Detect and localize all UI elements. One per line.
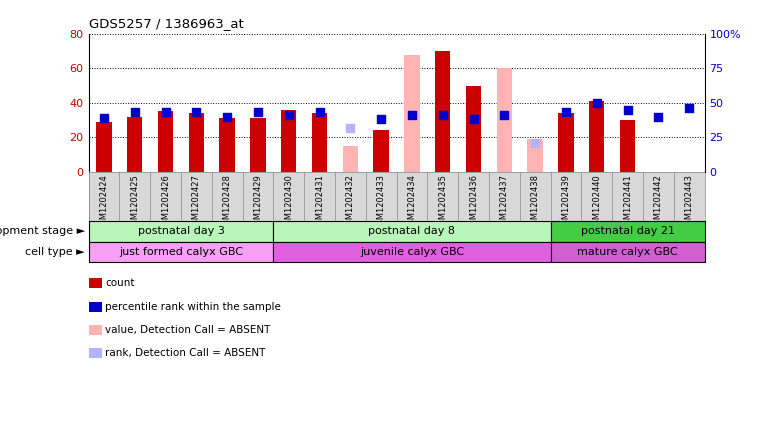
Bar	[189, 113, 204, 172]
Point	[560, 109, 572, 116]
Point	[375, 116, 387, 123]
Text: count: count	[105, 278, 135, 288]
Point	[159, 109, 172, 116]
Text: GSM1202428: GSM1202428	[223, 174, 232, 230]
Text: GSM1202434: GSM1202434	[407, 174, 417, 230]
Text: GSM1202438: GSM1202438	[531, 174, 540, 230]
Text: mature calyx GBC: mature calyx GBC	[578, 247, 678, 257]
Bar	[343, 146, 358, 172]
Text: postnatal day 8: postnatal day 8	[369, 226, 455, 236]
Bar	[551, 242, 705, 262]
Point	[498, 112, 511, 118]
Text: GSM1202435: GSM1202435	[438, 174, 447, 230]
Text: GSM1202441: GSM1202441	[623, 174, 632, 230]
Point	[652, 113, 665, 120]
Text: GDS5257 / 1386963_at: GDS5257 / 1386963_at	[89, 17, 243, 30]
Text: GSM1202442: GSM1202442	[654, 174, 663, 230]
Text: GSM1202433: GSM1202433	[377, 174, 386, 230]
Text: juvenile calyx GBC: juvenile calyx GBC	[360, 247, 464, 257]
Text: value, Detection Call = ABSENT: value, Detection Call = ABSENT	[105, 325, 271, 335]
Text: postnatal day 3: postnatal day 3	[138, 226, 224, 236]
Bar	[435, 51, 450, 172]
Point	[98, 115, 110, 121]
Text: GSM1202430: GSM1202430	[284, 174, 293, 230]
Text: GSM1202427: GSM1202427	[192, 174, 201, 230]
Bar	[551, 221, 705, 242]
Text: GSM1202432: GSM1202432	[346, 174, 355, 230]
Text: cell type ►: cell type ►	[25, 247, 85, 257]
Point	[221, 113, 233, 120]
Point	[529, 139, 541, 146]
Text: GSM1202431: GSM1202431	[315, 174, 324, 230]
Bar	[89, 221, 273, 242]
Bar	[466, 85, 481, 172]
Point	[467, 116, 480, 123]
Bar	[404, 55, 420, 172]
Point	[437, 112, 449, 118]
Text: development stage ►: development stage ►	[0, 226, 85, 236]
Point	[591, 99, 603, 106]
Bar	[250, 118, 266, 172]
Bar	[620, 120, 635, 172]
Bar	[527, 139, 543, 172]
Text: GSM1202437: GSM1202437	[500, 174, 509, 230]
Point	[129, 109, 141, 116]
Bar	[273, 221, 551, 242]
Bar	[127, 117, 142, 172]
Point	[406, 112, 418, 118]
Text: GSM1202429: GSM1202429	[253, 174, 263, 230]
Text: GSM1202439: GSM1202439	[561, 174, 571, 230]
Text: percentile rank within the sample: percentile rank within the sample	[105, 302, 281, 312]
Text: just formed calyx GBC: just formed calyx GBC	[119, 247, 243, 257]
Point	[283, 112, 295, 118]
Bar	[96, 122, 112, 172]
Point	[621, 106, 634, 113]
Text: GSM1202425: GSM1202425	[130, 174, 139, 230]
Point	[190, 109, 203, 116]
Point	[683, 105, 695, 112]
Text: rank, Detection Call = ABSENT: rank, Detection Call = ABSENT	[105, 348, 266, 358]
Point	[498, 112, 511, 118]
Text: postnatal day 21: postnatal day 21	[581, 226, 675, 236]
Bar	[497, 68, 512, 172]
Text: GSM1202424: GSM1202424	[99, 174, 109, 230]
Bar	[89, 242, 273, 262]
Text: GSM1202443: GSM1202443	[685, 174, 694, 230]
Bar	[273, 242, 551, 262]
Bar	[312, 113, 327, 172]
Point	[344, 124, 357, 131]
Bar	[219, 118, 235, 172]
Bar	[558, 113, 574, 172]
Bar	[158, 111, 173, 172]
Bar	[589, 101, 604, 172]
Point	[313, 109, 326, 116]
Bar	[281, 110, 296, 172]
Text: GSM1202440: GSM1202440	[592, 174, 601, 230]
Point	[252, 109, 264, 116]
Bar	[373, 130, 389, 172]
Text: GSM1202426: GSM1202426	[161, 174, 170, 230]
Text: GSM1202436: GSM1202436	[469, 174, 478, 230]
